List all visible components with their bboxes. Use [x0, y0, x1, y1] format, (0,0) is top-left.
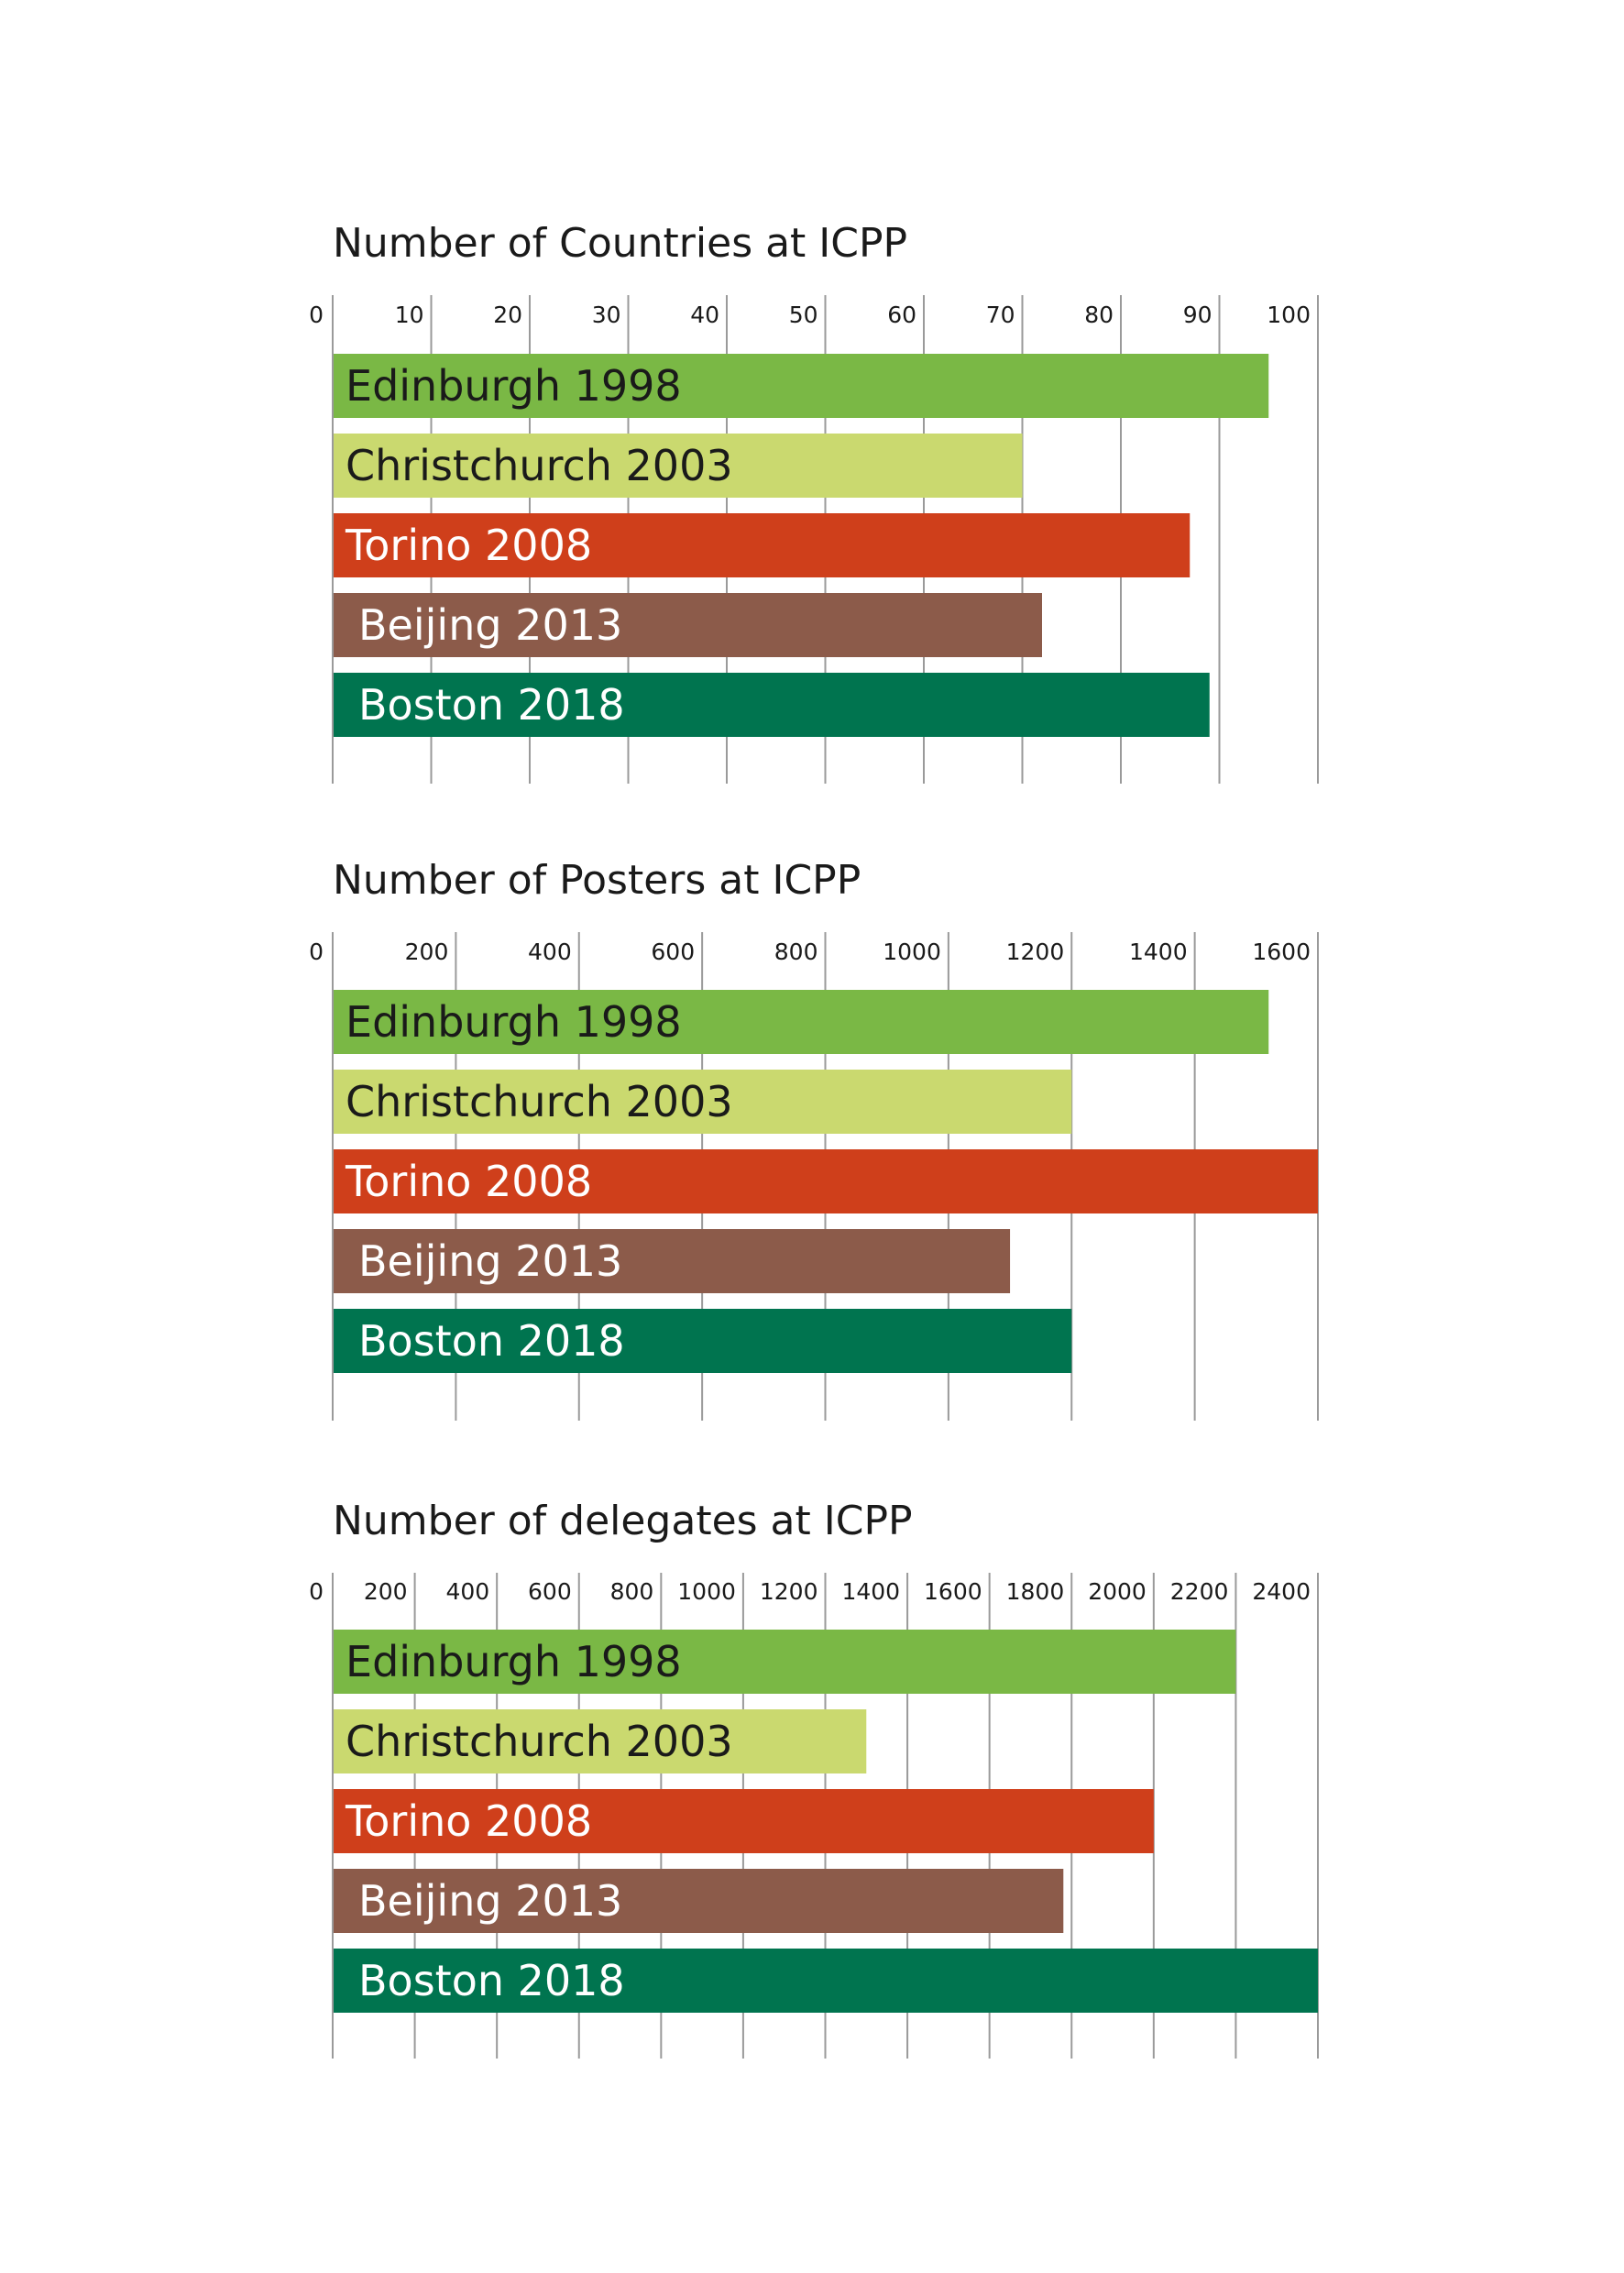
- bar: [333, 1869, 1064, 1933]
- tick-label: 60: [887, 302, 916, 328]
- tick-label: 1000: [677, 1578, 736, 1605]
- tick-label: 30: [592, 302, 621, 328]
- bar: [333, 513, 1191, 577]
- tick-label: 2000: [1088, 1578, 1147, 1605]
- tick-label: 200: [405, 939, 449, 965]
- tick-label: 40: [690, 302, 719, 328]
- bar: [333, 990, 1269, 1054]
- bar-label: Torino 2008: [345, 521, 592, 570]
- chart-title: Number of delegates at ICPP: [333, 1498, 913, 1544]
- chart-title: Number of Countries at ICPP: [333, 220, 907, 267]
- tick-label: 10: [395, 302, 424, 328]
- tick-label: 1000: [883, 939, 941, 965]
- tick-label: 1600: [924, 1578, 982, 1605]
- tick-label: 90: [1183, 302, 1213, 328]
- chart-title: Number of Posters at ICPP: [333, 857, 861, 904]
- bar: [333, 1949, 1318, 2013]
- bar-label: Torino 2008: [345, 1796, 592, 1846]
- chart-3: Number of delegates at ICPP 0 200 400 600 800…: [309, 1498, 1319, 2059]
- bar-label: Boston 2018: [358, 1956, 625, 2005]
- bar: [333, 354, 1269, 418]
- bar-label: Torino 2008: [345, 1157, 592, 1206]
- bar: [333, 673, 1210, 737]
- bar-label: Beijing 2013: [358, 1236, 622, 1286]
- bar-label: Edinburgh 1998: [346, 1637, 682, 1686]
- tick-label: 600: [528, 1578, 572, 1605]
- tick-label: 400: [528, 939, 572, 965]
- tick-label: 1200: [760, 1578, 818, 1605]
- bar: [333, 1229, 1011, 1293]
- tick-label: 1600: [1252, 939, 1311, 965]
- bar-label: Christchurch 2003: [346, 1717, 733, 1766]
- bar-label: Beijing 2013: [358, 1876, 622, 1926]
- tick-label: 0: [309, 302, 324, 328]
- tick-label: 100: [1267, 302, 1311, 328]
- bar: [333, 434, 1023, 498]
- tick-label: 1400: [1129, 939, 1188, 965]
- bar: [333, 1630, 1236, 1694]
- tick-label: 2200: [1170, 1578, 1229, 1605]
- tick-label: 0: [309, 939, 324, 965]
- tick-label: 20: [493, 302, 522, 328]
- bar-label: Boston 2018: [358, 1316, 625, 1366]
- tick-label: 800: [774, 939, 818, 965]
- tick-label: 80: [1084, 302, 1114, 328]
- tick-label: 800: [610, 1578, 654, 1605]
- bar: [333, 1789, 1154, 1853]
- bar-label: Christchurch 2003: [346, 1077, 733, 1126]
- bar-label: Beijing 2013: [358, 600, 622, 650]
- tick-label: 2400: [1252, 1578, 1311, 1605]
- tick-label: 1800: [1006, 1578, 1065, 1605]
- bar-label: Boston 2018: [358, 680, 625, 730]
- tick-label: 400: [445, 1578, 489, 1605]
- tick-label: 1400: [841, 1578, 900, 1605]
- bar: [333, 593, 1042, 657]
- tick-label: 200: [364, 1578, 408, 1605]
- chart-1: Number of Countries at ICPP 0 10 20 30 40 50 60…: [309, 220, 1319, 784]
- bar: [333, 1709, 867, 1773]
- tick-label: 70: [986, 302, 1015, 328]
- tick-label: 1200: [1006, 939, 1065, 965]
- tick-label: 50: [789, 302, 818, 328]
- bar-label: Edinburgh 1998: [346, 361, 682, 411]
- bar-label: Christchurch 2003: [346, 441, 733, 490]
- bar: [333, 1149, 1318, 1213]
- bar-label: Edinburgh 1998: [346, 997, 682, 1047]
- tick-label: 600: [651, 939, 695, 965]
- bar: [333, 1309, 1072, 1373]
- bar: [333, 1070, 1072, 1134]
- chart-2: Number of Posters at ICPP 0 200 400 600 800 10…: [309, 857, 1319, 1421]
- tick-label: 0: [309, 1578, 324, 1605]
